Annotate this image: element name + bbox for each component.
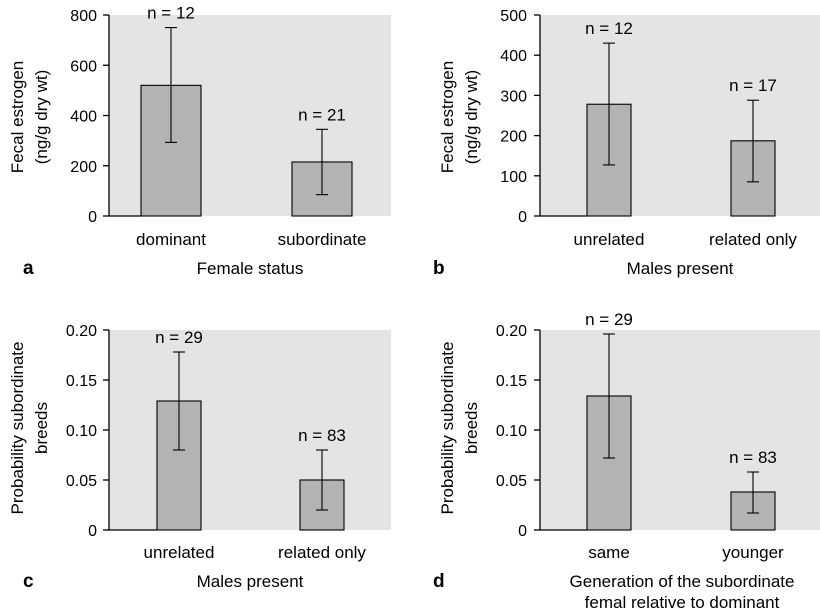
y-axis-title: breeds: [462, 402, 481, 454]
y-tick-label: 500: [500, 8, 527, 25]
y-axis-title: Fecal estrogen: [438, 61, 457, 173]
chart-panel-d: 0 0.05 0.10 0.15 0.20 n = 29 same n = 83 younger…: [433, 310, 820, 612]
plot-background: [109, 330, 391, 530]
y-tick-label: 0: [518, 209, 527, 226]
n-label: n = 21: [298, 105, 346, 124]
x-tick-label: younger: [722, 543, 784, 562]
x-tick-label: related only: [709, 230, 797, 249]
chart-panel-a: 0 200 400 600 800 n = 12 dominant n = 21 subordi…: [8, 4, 391, 279]
panel-letter: c: [23, 571, 34, 592]
y-axis-title: (ng/g dry wt): [462, 70, 481, 164]
y-tick-label: 0.05: [66, 473, 97, 490]
panel-letter: b: [433, 258, 445, 279]
y-tick-label: 800: [70, 8, 97, 25]
panel-letter: d: [433, 571, 445, 592]
y-tick-label: 100: [500, 169, 527, 186]
x-axis-title: Female status: [197, 259, 304, 278]
x-tick-label: unrelated: [144, 543, 215, 562]
y-axis-title: breeds: [32, 402, 51, 454]
y-tick-label: 0.10: [66, 423, 97, 440]
plot-background: [540, 15, 820, 216]
y-axis-title: (ng/g dry wt): [32, 70, 51, 164]
x-tick-label: related only: [278, 543, 366, 562]
n-label: n = 17: [729, 76, 777, 95]
x-tick-label: subordinate: [278, 230, 367, 249]
y-tick-label: 200: [70, 159, 97, 176]
y-tick-label: 0: [518, 523, 527, 540]
y-tick-label: 0: [88, 523, 97, 540]
x-axis-title: Males present: [197, 572, 304, 591]
panel-letter: a: [23, 258, 34, 279]
n-label: n = 29: [155, 328, 203, 347]
x-axis-title: Males present: [627, 259, 734, 278]
y-tick-label: 600: [70, 58, 97, 75]
x-axis-title: femal relative to dominant: [585, 593, 780, 612]
y-tick-label: 0.10: [496, 423, 527, 440]
x-tick-label: dominant: [136, 230, 206, 249]
y-tick-label: 300: [500, 88, 527, 105]
x-axis-title: Generation of the subordinate: [570, 572, 795, 591]
y-tick-label: 0.15: [496, 373, 527, 390]
y-axis-title: Probability subordinate: [438, 342, 457, 515]
x-tick-label: same: [588, 543, 630, 562]
y-tick-label: 0.20: [66, 323, 97, 340]
y-tick-label: 0.20: [496, 323, 527, 340]
chart-panel-c: 0 0.05 0.10 0.15 0.20 n = 29 unrelated n = 83 re…: [8, 323, 391, 592]
y-tick-label: 200: [500, 129, 527, 146]
y-axis-title: Probability subordinate: [8, 342, 27, 515]
y-tick-label: 0.05: [496, 473, 527, 490]
y-axis-title: Fecal estrogen: [8, 61, 27, 173]
n-label: n = 29: [585, 310, 633, 329]
x-tick-label: unrelated: [574, 230, 645, 249]
n-label: n = 12: [585, 19, 633, 38]
y-tick-label: 400: [500, 48, 527, 65]
y-tick-label: 0: [88, 209, 97, 226]
y-tick-label: 0.15: [66, 373, 97, 390]
chart-panel-b: 0 100 200 300 400 500 n = 12 unrelated n = 17 rel…: [433, 8, 820, 279]
n-label: n = 12: [147, 4, 195, 23]
n-label: n = 83: [298, 426, 346, 445]
plot-background: [540, 330, 820, 530]
y-tick-label: 400: [70, 109, 97, 126]
n-label: n = 83: [729, 448, 777, 467]
